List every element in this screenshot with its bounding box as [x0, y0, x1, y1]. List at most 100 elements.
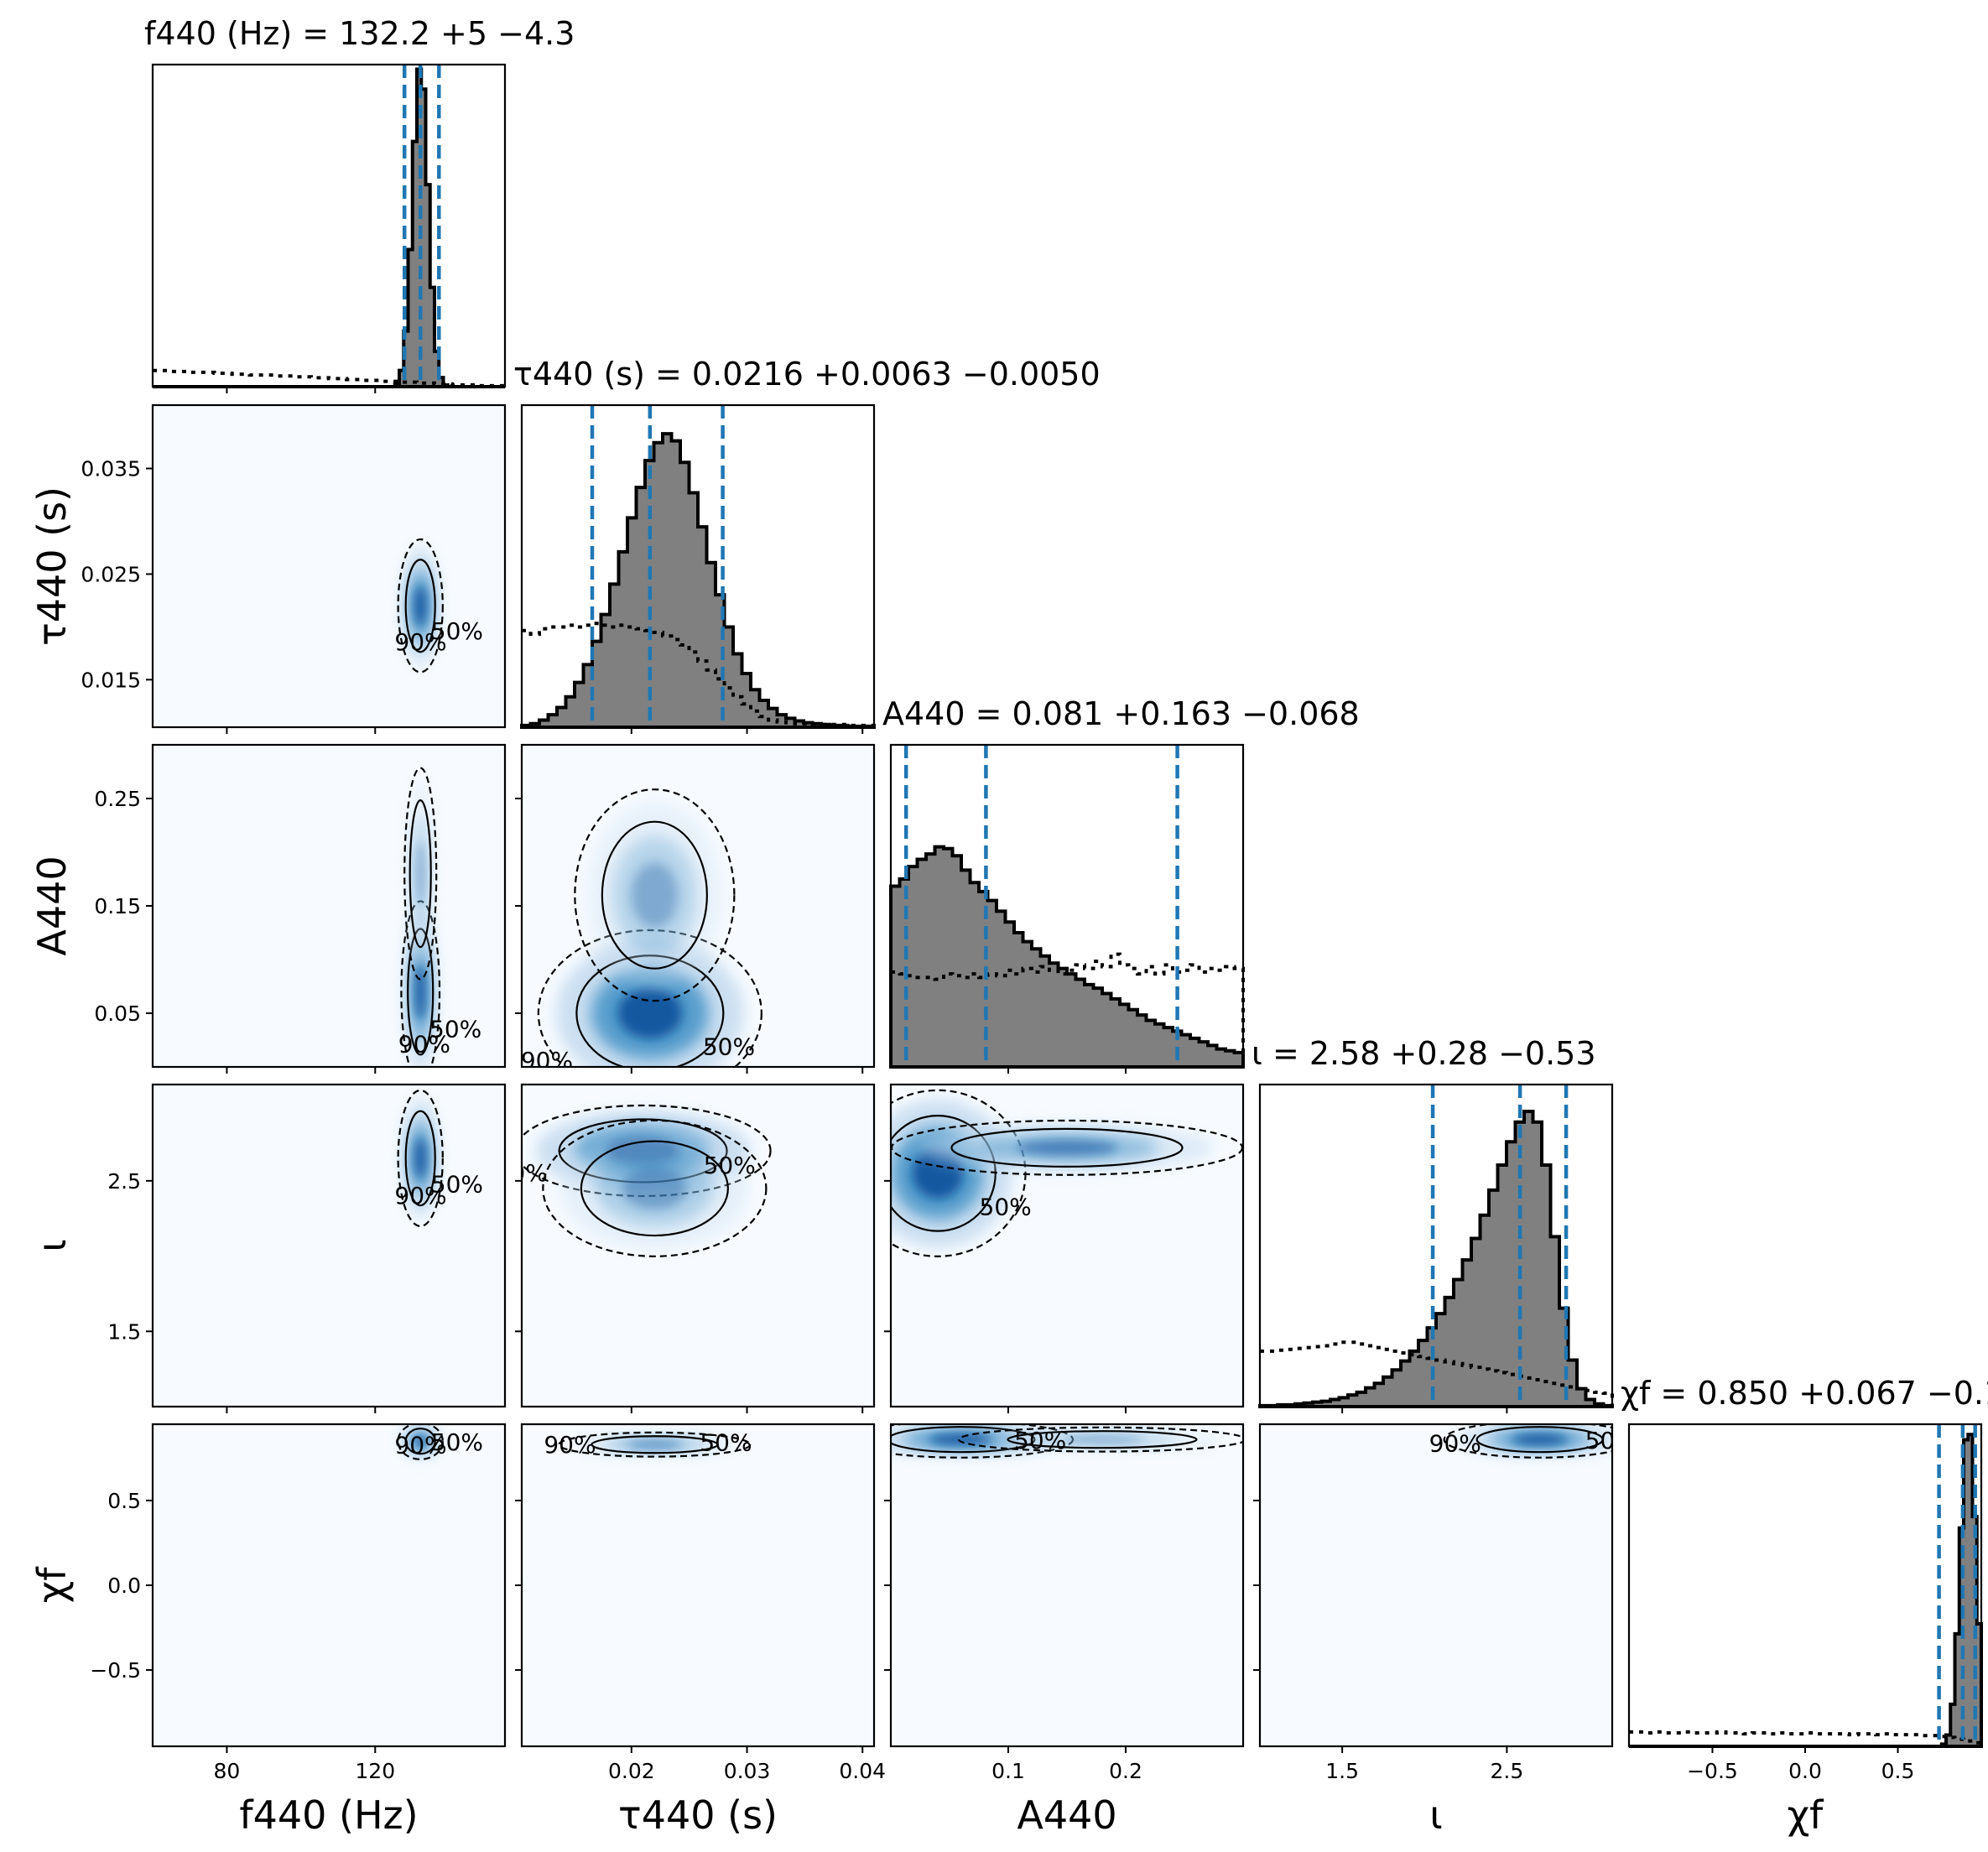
diag-panel-chif	[1627, 1423, 1983, 1748]
prior-histogram	[522, 622, 876, 727]
x-tick-label: 1.5	[1325, 1759, 1359, 1783]
x-tick-label: 80	[214, 1759, 241, 1783]
y-tick-label: 1.5	[107, 1319, 141, 1344]
density-panel-tau440-chif: 50% 90%	[520, 1423, 876, 1748]
posterior-histogram	[1629, 1433, 1983, 1748]
density-panel-f440-chif: 50%90%	[151, 1423, 507, 1748]
contour-label-50: 50%	[1585, 1427, 1637, 1454]
contour-label-50: 50%	[980, 1193, 1032, 1220]
density-panel-tau440-iota: 50% 90%	[496, 1083, 876, 1408]
panel-frame	[889, 743, 1245, 1069]
posterior-histogram	[1258, 1110, 1614, 1408]
contour-50	[1475, 1426, 1604, 1454]
x-axis-label: χf	[1788, 1792, 1825, 1838]
contour-label-90: 90%	[394, 1432, 446, 1459]
density-panel-tau440-A440: 50% 90%	[520, 743, 876, 1074]
contour-50	[409, 799, 432, 949]
contour-50	[1007, 1430, 1198, 1449]
diag-panel-iota	[1258, 1083, 1614, 1408]
panel-frame	[1627, 1423, 1983, 1748]
contour-label-50: 50%	[431, 1170, 483, 1198]
contour-90	[397, 1089, 444, 1228]
x-axis-label: A440	[1017, 1792, 1116, 1838]
y-axis-label: ι	[29, 1239, 75, 1252]
contour-label-50: 50%	[700, 1428, 752, 1456]
prior-histogram	[153, 368, 507, 388]
contour-label-50: 50%	[703, 1033, 755, 1061]
y-tick-label: 0.25	[94, 787, 141, 811]
y-tick-label: 0.15	[94, 894, 141, 918]
y-tick-label: 0.0	[107, 1574, 141, 1598]
contour-label-90: 90%	[394, 628, 446, 656]
posterior-histogram	[520, 432, 876, 729]
density-panel-A440-chif: 50%90%	[889, 1423, 1245, 1748]
prior-histogram	[1260, 1340, 1614, 1407]
panel-frame	[151, 403, 507, 729]
contour-label-50: 50%	[431, 617, 483, 645]
param-title: χf = 0.850 +0.067 −0.128	[1621, 1375, 1988, 1412]
x-tick-label: 0.5	[1881, 1759, 1915, 1783]
prior-histogram	[891, 952, 1245, 1067]
contour-label-50: 50%	[1014, 1427, 1066, 1454]
x-tick-label: 0.1	[991, 1759, 1025, 1783]
x-tick-label: 0.04	[839, 1759, 886, 1783]
contour-50	[404, 1428, 436, 1455]
density-panel-f440-A440: 50%90%	[151, 743, 507, 1069]
panel-frame	[520, 1083, 876, 1408]
posterior-histogram	[153, 67, 505, 388]
density-panel-A440-iota: 50%90%	[889, 1083, 1245, 1408]
panel-frame	[151, 1083, 507, 1408]
y-axis-label: τ440 (s)	[29, 486, 75, 646]
panel-frame	[520, 403, 876, 729]
contour-90	[403, 767, 438, 981]
x-tick-label: 0.0	[1788, 1759, 1822, 1783]
contour-label-90: 90%	[521, 1047, 573, 1074]
x-axis-label: f440 (Hz)	[239, 1792, 418, 1838]
contour-label-50: 50%	[431, 1428, 483, 1456]
posterior-histogram	[889, 845, 1245, 1069]
contour-50	[404, 559, 436, 653]
y-tick-label: 0.035	[81, 457, 141, 481]
contour-90	[558, 1431, 752, 1458]
contour-50	[601, 820, 708, 970]
contour-90	[397, 1424, 444, 1460]
x-tick-label: 0.2	[1109, 1759, 1142, 1783]
contour-90	[1443, 1424, 1612, 1459]
param-title: ι = 2.58 +0.28 −0.53	[1252, 1035, 1596, 1072]
contour-label-90: 90%	[496, 1159, 548, 1187]
contour-label-50: 50%	[704, 1152, 756, 1179]
x-tick-label: −0.5	[1687, 1759, 1738, 1783]
x-tick-label: 0.02	[608, 1759, 655, 1783]
panel-frame	[889, 1083, 1245, 1408]
contour-90	[574, 788, 736, 1002]
contour-label-90: 90%	[398, 1030, 450, 1058]
diag-panel-f440	[151, 63, 507, 388]
panel-frame	[151, 63, 507, 388]
contour-label-90: 90%	[1429, 1430, 1481, 1458]
param-title: f440 (Hz) = 132.2 +5 −4.3	[144, 15, 575, 52]
density-panel-iota-chif: 50% 90%	[1258, 1423, 1637, 1748]
x-tick-label: 120	[355, 1759, 395, 1783]
contour-label-90: 90%	[394, 1182, 446, 1210]
contour-90	[397, 538, 444, 674]
x-tick-label: 0.03	[724, 1759, 771, 1783]
x-tick-label: 2.5	[1491, 1759, 1524, 1783]
y-axis-label: χf	[29, 1566, 75, 1604]
contour-90	[957, 1426, 1243, 1453]
contour-90	[542, 1119, 768, 1257]
contour-label-90: 90%	[544, 1431, 596, 1459]
density-panel-f440-iota: 50%90%	[151, 1083, 507, 1408]
param-title: τ440 (s) = 0.0216 +0.0063 −0.0050	[513, 356, 1101, 393]
contour-50	[591, 1435, 719, 1454]
y-tick-label: 0.015	[81, 668, 141, 692]
x-axis-label: ι	[1429, 1792, 1443, 1838]
y-tick-label: 0.05	[94, 1001, 141, 1026]
diag-panel-tau440	[520, 403, 876, 729]
y-tick-label: 0.025	[81, 562, 141, 586]
contour-label-50: 50%	[429, 1015, 481, 1043]
x-axis-label: τ440 (s)	[618, 1792, 778, 1838]
contour-50	[580, 1140, 729, 1237]
diag-panel-A440	[889, 743, 1245, 1069]
y-tick-label: 2.5	[107, 1169, 141, 1194]
